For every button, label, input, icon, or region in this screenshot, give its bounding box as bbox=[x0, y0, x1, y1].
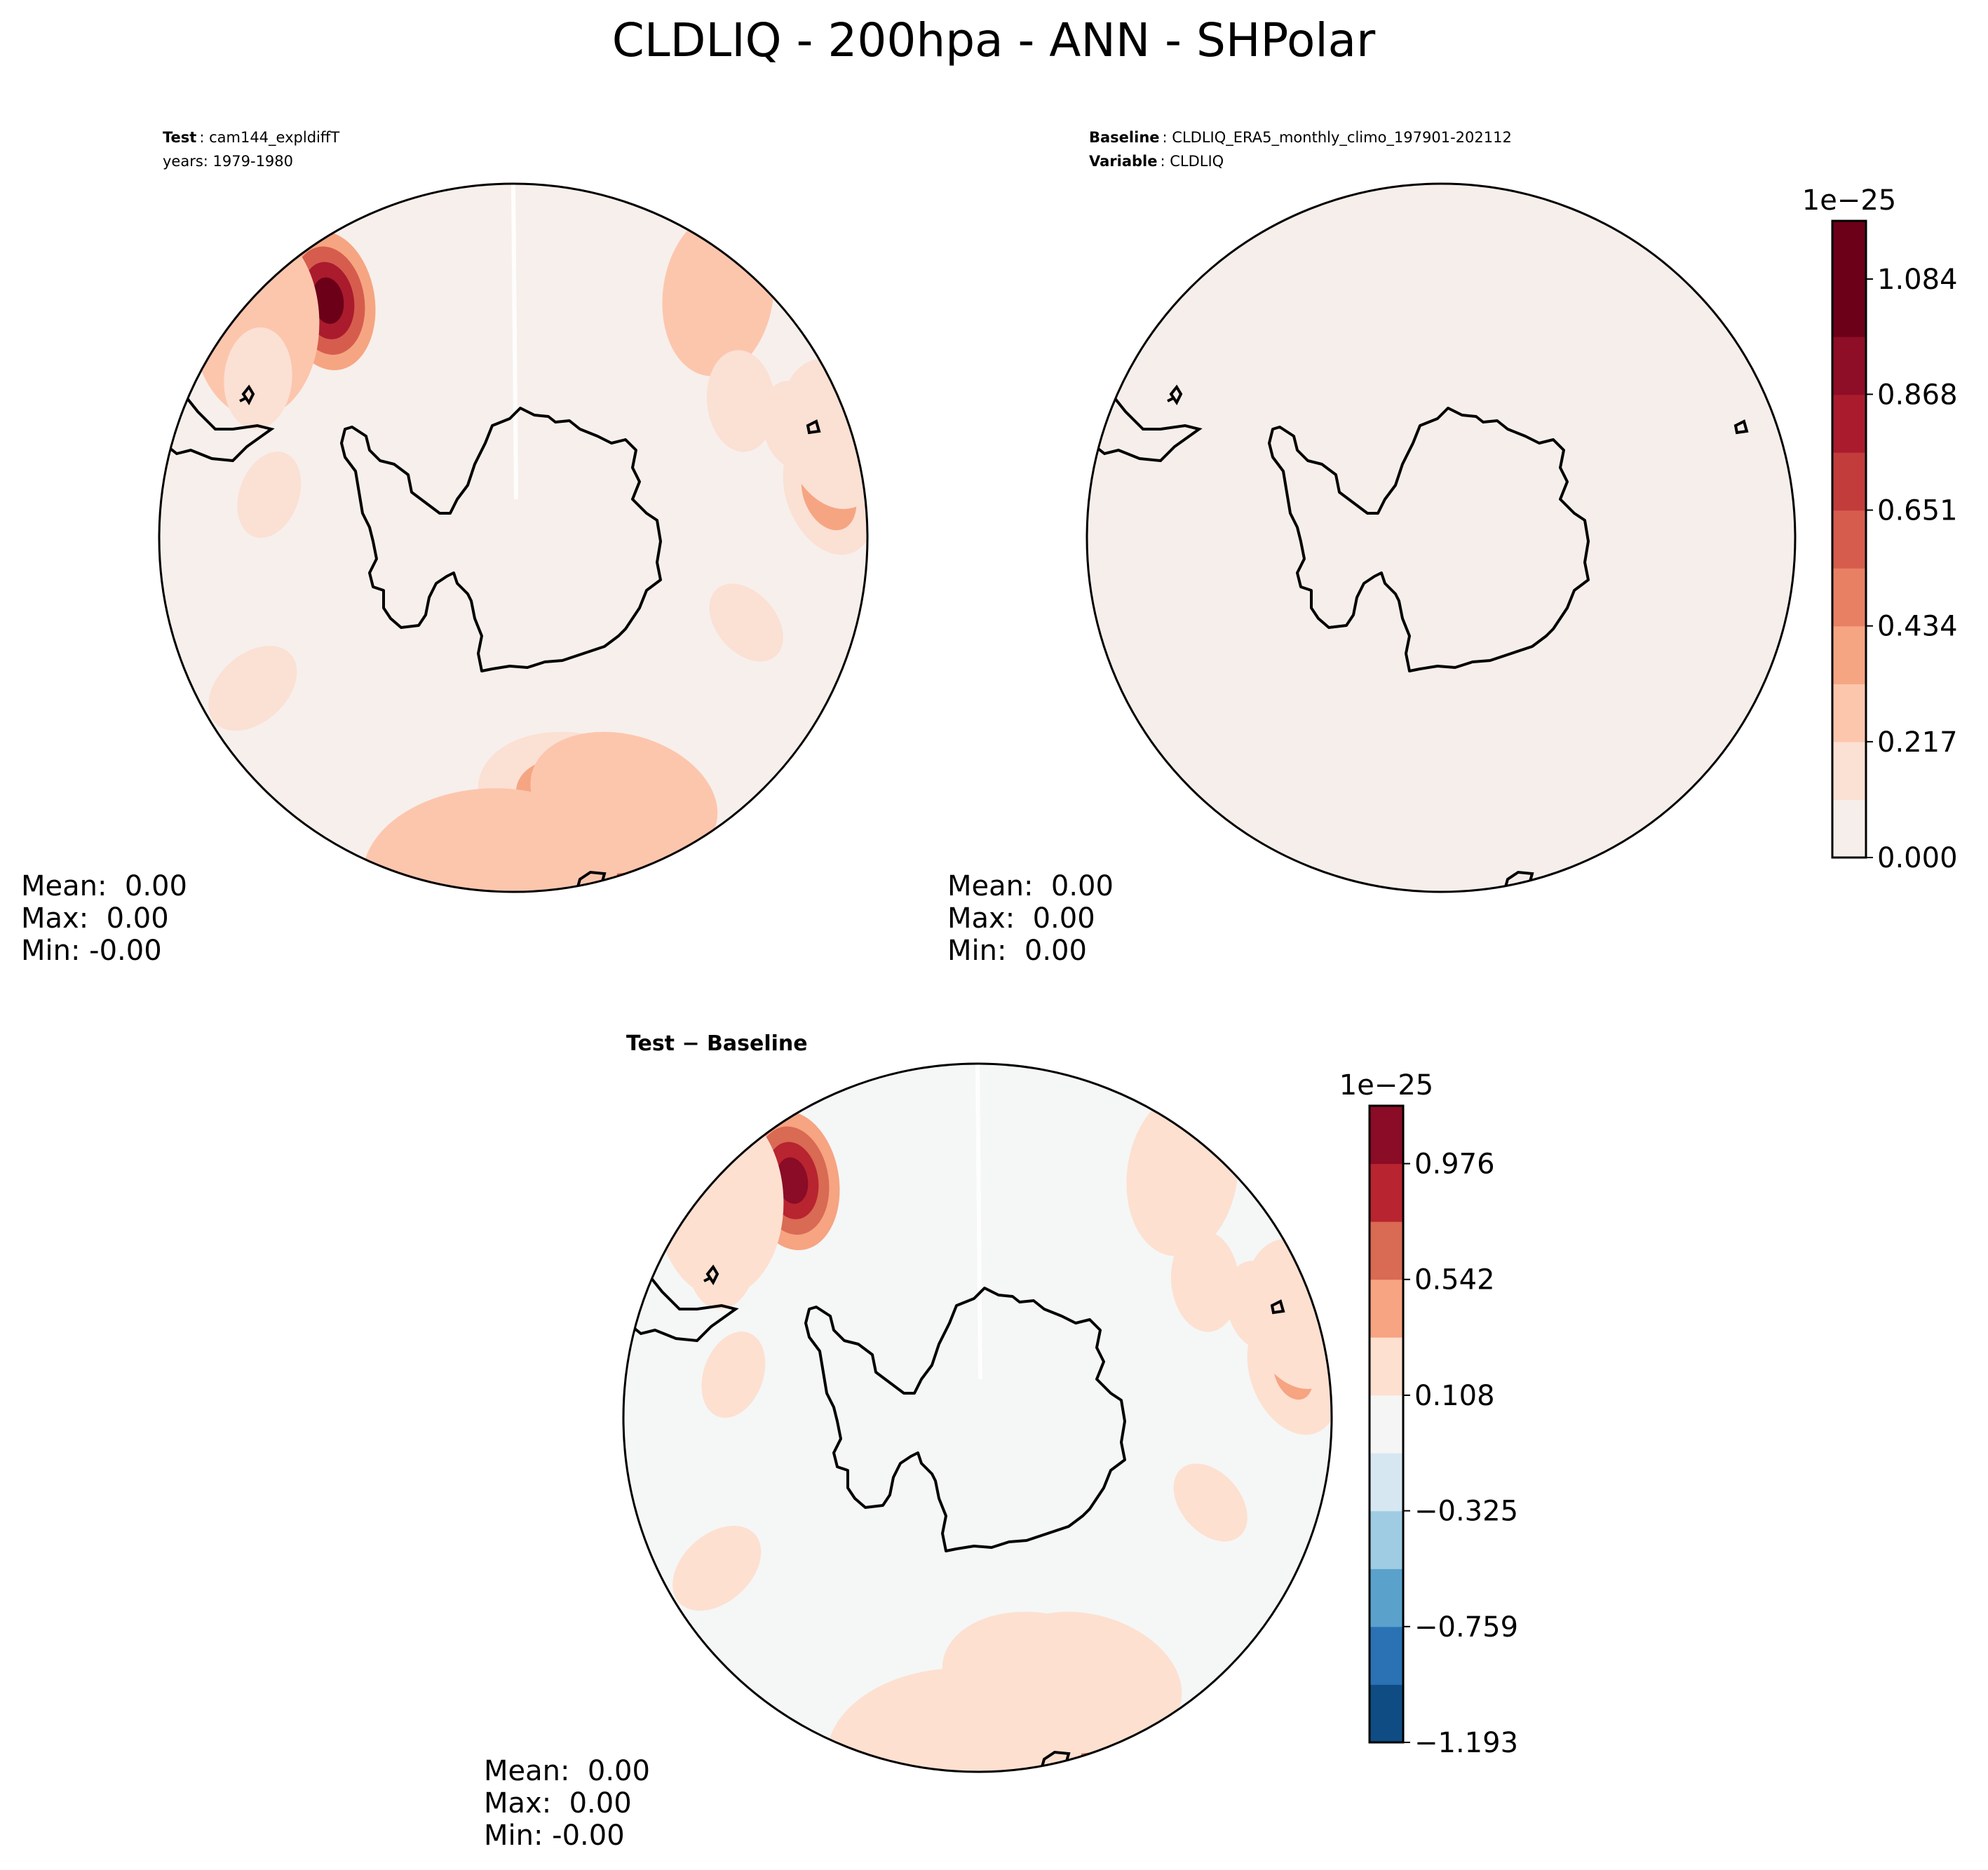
south-america-coastline bbox=[159, 392, 275, 463]
colorbar-level bbox=[1832, 799, 1866, 858]
difference-min: Min: -0.00 bbox=[484, 1820, 625, 1852]
map-frame bbox=[158, 182, 869, 893]
colorbar-frame bbox=[1831, 219, 1867, 859]
colorbar-level bbox=[1370, 1569, 1403, 1627]
field-contour-blob bbox=[208, 646, 297, 731]
colorbar-tick-label: −1.193 bbox=[1414, 1727, 1518, 1759]
test-header-line1: Test: cam144_expldiffT bbox=[163, 129, 339, 147]
colorbar-level bbox=[1370, 1510, 1403, 1569]
difference-panel bbox=[622, 1062, 1333, 1773]
colorbar-tick-label: 0.108 bbox=[1414, 1380, 1495, 1412]
baseline-max: Max: 0.00 bbox=[947, 902, 1095, 935]
colorbar-level bbox=[1370, 1106, 1403, 1165]
colorbar-level bbox=[1832, 452, 1866, 511]
test-max: Max: 0.00 bbox=[21, 902, 169, 935]
test-mean: Mean: 0.00 bbox=[21, 870, 187, 902]
baseline-case-name: CLDLIQ_ERA5_monthly_climo_197901-202112 bbox=[1172, 129, 1512, 147]
colorbar-tick-label: 0.868 bbox=[1877, 379, 1958, 411]
island-coastline bbox=[1733, 419, 1749, 435]
field-contour-blob bbox=[1274, 1281, 1320, 1346]
map-frame bbox=[1086, 182, 1797, 893]
colorbar-level bbox=[1370, 1626, 1403, 1685]
field-contour-blob bbox=[706, 350, 776, 452]
field-contour-blob bbox=[1048, 1650, 1129, 1707]
difference-max: Max: 0.00 bbox=[484, 1787, 632, 1820]
colorbar-tick-label: 1.084 bbox=[1877, 264, 1958, 296]
field-background bbox=[1087, 184, 1795, 892]
field-contour-blob bbox=[1190, 1259, 1220, 1303]
test-min: Min: -0.00 bbox=[21, 935, 162, 967]
colorbar-exponent: 1e−25 bbox=[1339, 1069, 1433, 1102]
field-contour-blob bbox=[709, 583, 783, 662]
island-coastline bbox=[1270, 1299, 1285, 1315]
field-contour-blob bbox=[698, 1550, 736, 1587]
colorbar-level bbox=[1832, 394, 1866, 453]
colorbar-tick-label: 0.217 bbox=[1877, 726, 1958, 759]
field-contour-blob bbox=[776, 1157, 809, 1204]
colorbar-level bbox=[1370, 1395, 1403, 1454]
field-contour-blob bbox=[762, 381, 823, 470]
difference-mean: Mean: 0.00 bbox=[484, 1755, 650, 1787]
baseline-mean: Mean: 0.00 bbox=[947, 870, 1114, 902]
colorbar-exponent: 1e−25 bbox=[1802, 184, 1896, 217]
data-seam bbox=[511, 184, 518, 500]
colorbar-level bbox=[1832, 625, 1866, 684]
colorbar-level bbox=[1370, 1221, 1403, 1280]
colorbar-level bbox=[1832, 741, 1866, 800]
colorbar-frame bbox=[1368, 1104, 1405, 1744]
field-contour-blob bbox=[237, 452, 302, 538]
test-years: years: 1979-1980 bbox=[163, 153, 293, 170]
field-contour-blob bbox=[719, 1356, 748, 1393]
colorbar-level bbox=[1832, 337, 1866, 395]
baseline-variable-label: Variable bbox=[1089, 153, 1157, 170]
field-contour-blob bbox=[530, 731, 718, 866]
colorbar-tick-label: −0.325 bbox=[1414, 1496, 1518, 1528]
colorbar-level bbox=[1370, 1337, 1403, 1396]
map-frame bbox=[622, 1062, 1333, 1773]
falkland-islands-coastline bbox=[239, 384, 255, 405]
test-panel bbox=[158, 182, 869, 893]
falkland-islands-coastline bbox=[1167, 384, 1183, 405]
colorbar-level bbox=[1832, 510, 1866, 569]
colorbar-tick-label: 0.000 bbox=[1877, 842, 1958, 874]
baseline-variable-name: CLDLIQ bbox=[1170, 153, 1224, 170]
figure-title: CLDLIQ - 200hpa - ANN - SHPolar bbox=[612, 13, 1376, 67]
difference-header: Test − Baseline bbox=[626, 1031, 808, 1056]
colorbar-tick-label: 0.651 bbox=[1877, 495, 1958, 527]
island-coastline bbox=[806, 419, 821, 435]
baseline-colorbar: 0.000 0.217 0.434 0.651 0.868 1.084 1e−25 bbox=[1802, 184, 1958, 874]
colorbar-level bbox=[1370, 1453, 1403, 1512]
colorbar-level bbox=[1832, 568, 1866, 627]
colorbar-tick-label: 0.976 bbox=[1414, 1149, 1495, 1181]
field-contour-blob bbox=[312, 277, 344, 324]
colorbar-level bbox=[1832, 684, 1866, 743]
baseline-header-line1: Baseline: CLDLIQ_ERA5_monthly_climo_1979… bbox=[1089, 129, 1512, 147]
colorbar-tick-label: −0.759 bbox=[1414, 1611, 1518, 1644]
baseline-panel bbox=[1086, 182, 1797, 893]
colorbar-tick-label: 0.542 bbox=[1414, 1264, 1495, 1296]
difference-colorbar: −1.193 −0.759 −0.325 0.108 0.542 0.976 1e−25 bbox=[1339, 1069, 1518, 1759]
falkland-islands-coastline bbox=[703, 1264, 719, 1285]
colorbar-tick-label: 0.434 bbox=[1877, 611, 1958, 643]
colorbar-level bbox=[1370, 1279, 1403, 1338]
baseline-header-line2: Variable: CLDLIQ bbox=[1089, 153, 1224, 170]
south-america-coastline bbox=[1087, 392, 1203, 463]
data-seam bbox=[975, 1064, 982, 1380]
field-contour-blob bbox=[1158, 1138, 1207, 1210]
colorbar-level bbox=[1832, 278, 1866, 337]
test-case-name: cam144_expldiffT bbox=[209, 129, 339, 147]
baseline-min: Min: 0.00 bbox=[947, 935, 1087, 967]
colorbar-level bbox=[1370, 1163, 1403, 1222]
colorbar-level bbox=[1370, 1684, 1403, 1743]
colorbar-level bbox=[1832, 221, 1866, 280]
south-america-coastline bbox=[623, 1272, 739, 1343]
field-contour-blob bbox=[362, 788, 618, 892]
test-header-label: Test bbox=[163, 129, 196, 146]
field-contour-blob bbox=[1243, 1286, 1270, 1324]
field-contour-blob bbox=[1194, 1486, 1226, 1519]
baseline-header-label: Baseline bbox=[1089, 129, 1160, 146]
field-contour-blob bbox=[224, 327, 292, 430]
